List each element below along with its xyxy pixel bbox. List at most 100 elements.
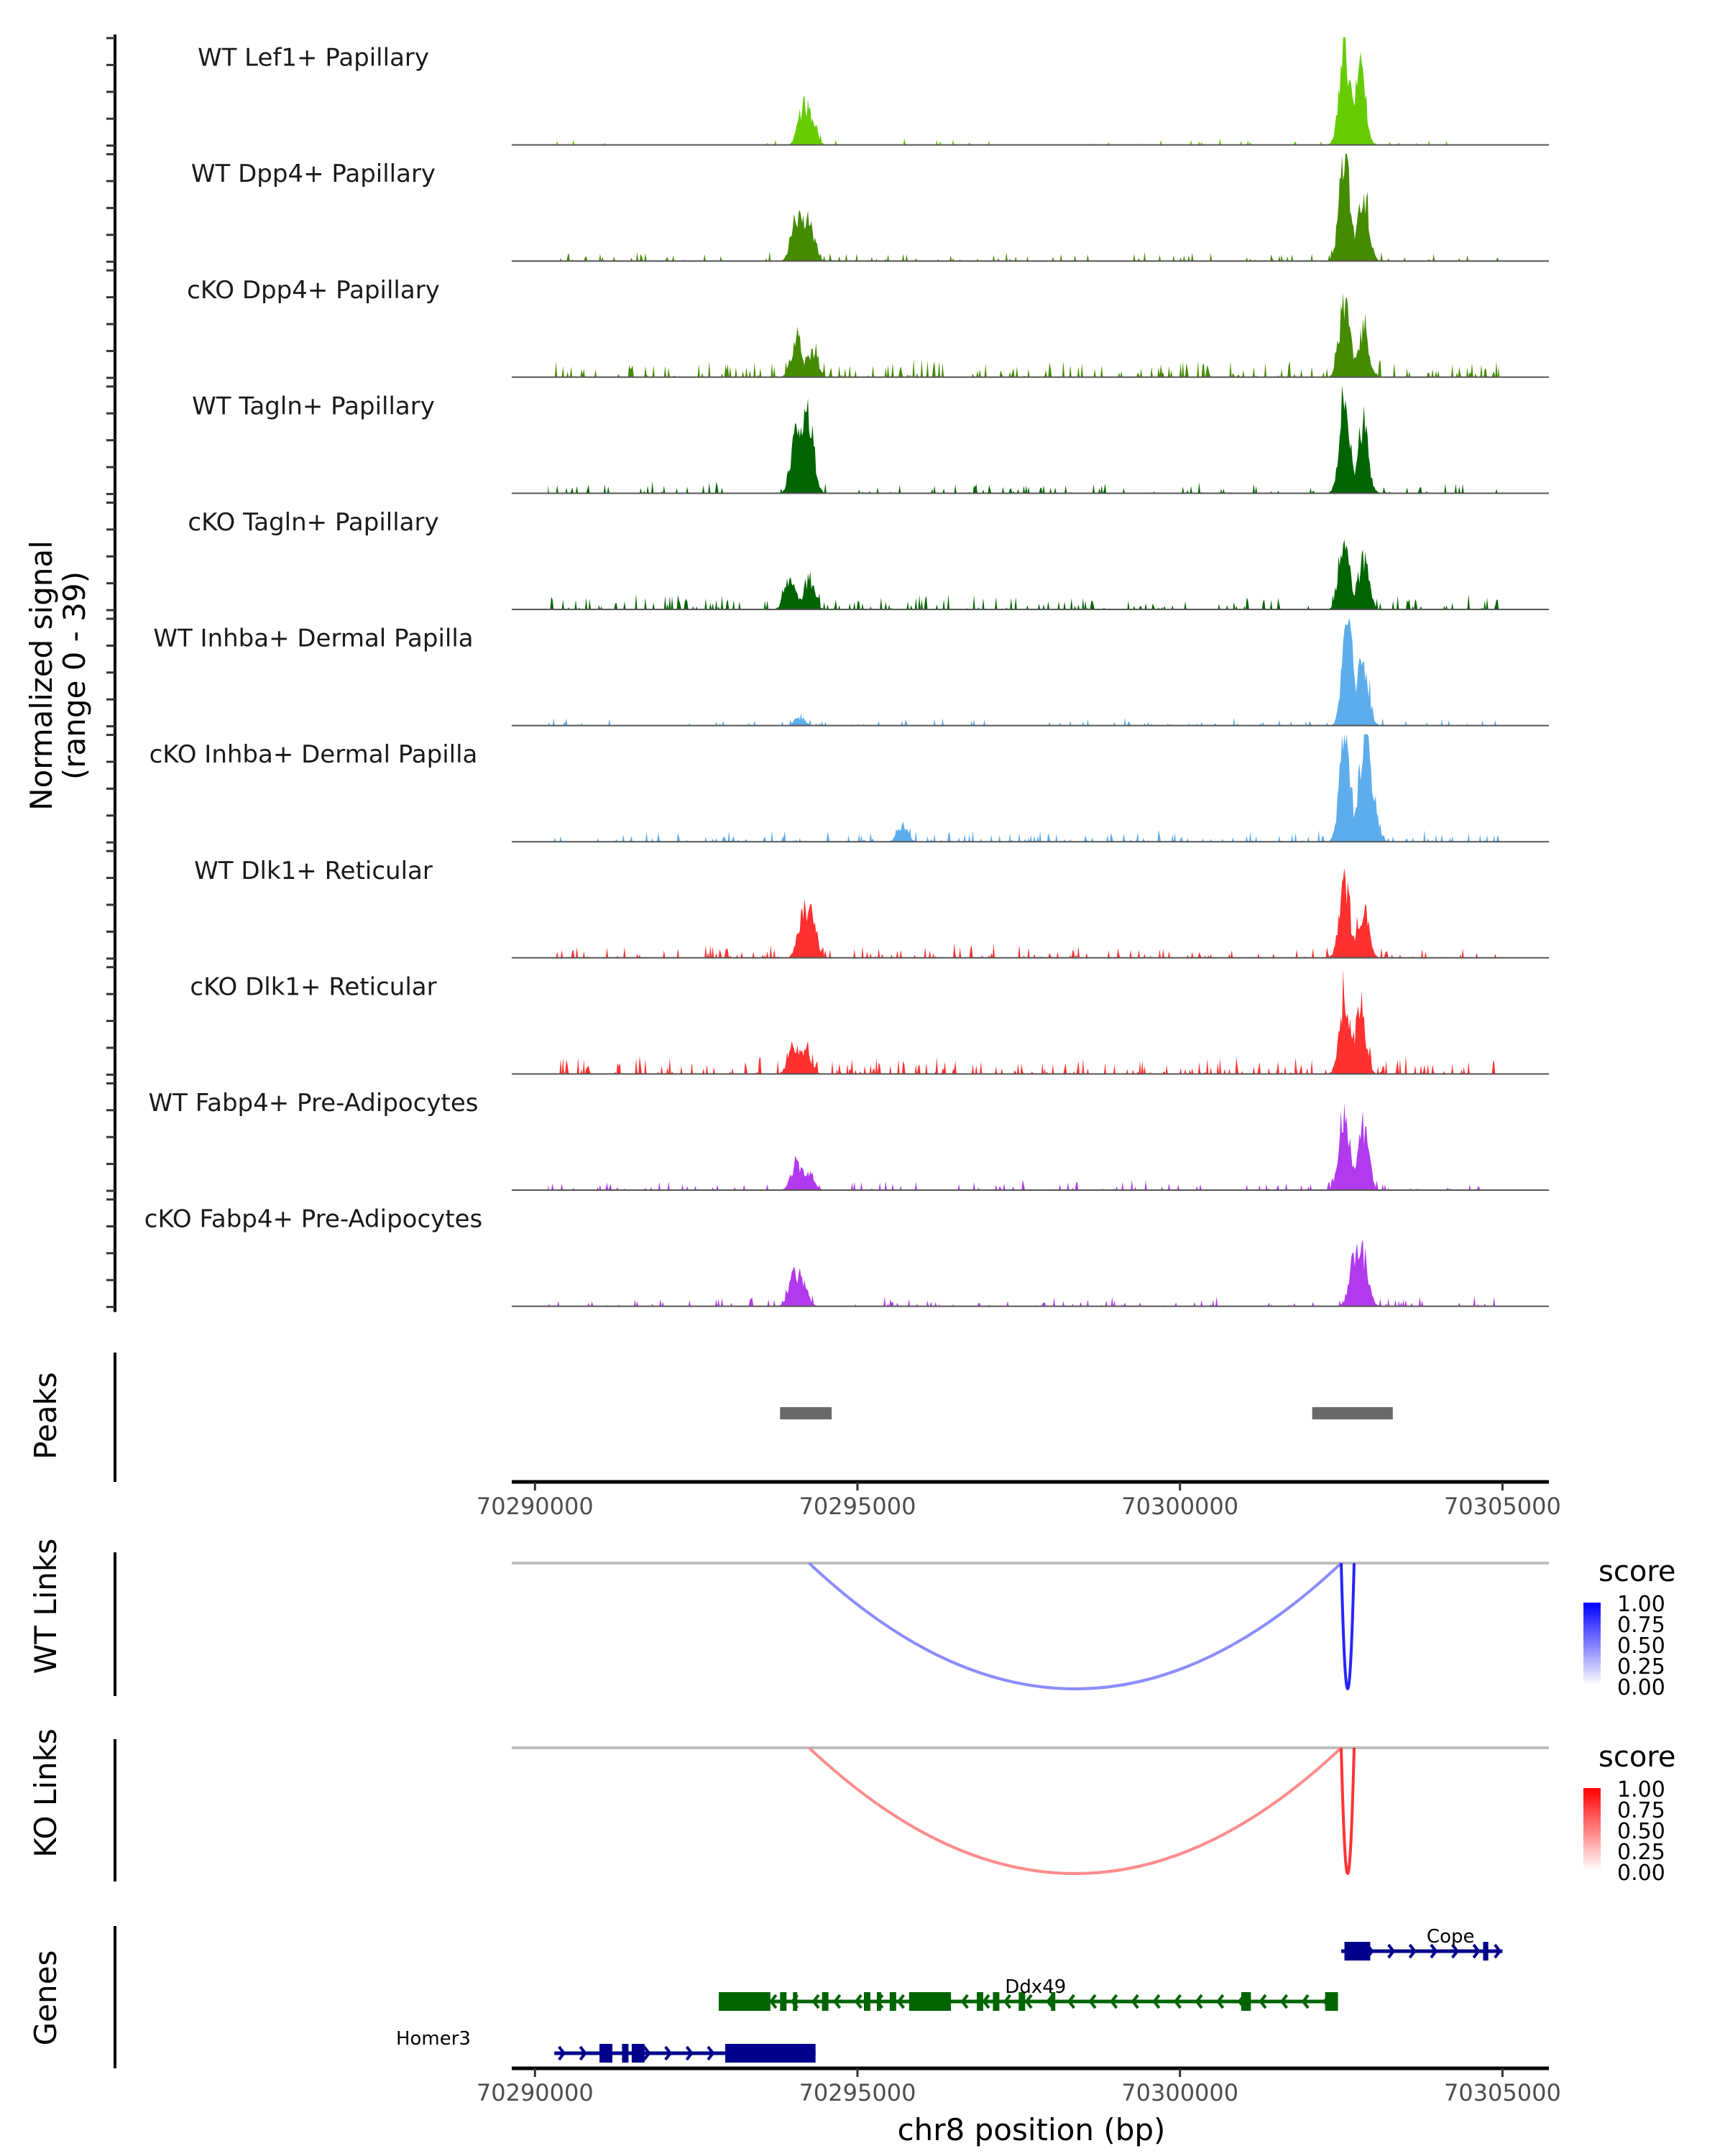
peaks-track-label: Peaks bbox=[28, 1372, 63, 1460]
gene-exon bbox=[876, 1992, 881, 2011]
gene-exon bbox=[1483, 1942, 1489, 1961]
coverage-tracks: WT Lef1+ Papillary WT Dpp4+ Papillary cKO … bbox=[144, 37, 1549, 1307]
x-tick-label: 70290000 bbox=[477, 2079, 594, 2106]
strand-arrow-left-icon bbox=[982, 1994, 990, 2009]
strand-arrow-right-icon bbox=[1494, 1943, 1502, 1959]
gene-exon bbox=[863, 1992, 870, 2011]
legend-tick-label: 1.00 bbox=[1617, 1592, 1665, 1617]
strand-arrow-left-icon bbox=[1173, 1994, 1182, 2009]
gene-exon bbox=[780, 1992, 787, 2011]
ko-links-track-label: KO Links bbox=[28, 1728, 63, 1858]
gene-name-label: Homer3 bbox=[396, 2028, 471, 2050]
gene-name-label: Cope bbox=[1427, 1926, 1475, 1948]
x-tick-label: 70290000 bbox=[477, 1493, 594, 1520]
coverage-track-label: cKO Tagln+ Papillary bbox=[188, 508, 438, 537]
strand-arrow-left-icon bbox=[1279, 1994, 1289, 2009]
coverage-track-label: WT Lef1+ Papillary bbox=[198, 44, 429, 73]
legend-tick-label: 0.75 bbox=[1617, 1613, 1665, 1638]
coverage-area bbox=[548, 867, 1499, 958]
legend-tick-label: 0.50 bbox=[1617, 1819, 1665, 1844]
peak-region bbox=[1312, 1407, 1393, 1419]
gene-exon bbox=[622, 2044, 629, 2063]
ylabel-line2: (range 0 - 39) bbox=[57, 571, 92, 780]
strand-arrow-left-icon bbox=[1110, 1994, 1118, 2009]
gene-exon bbox=[1241, 1992, 1251, 2011]
strand-arrow-right-icon bbox=[1430, 1943, 1438, 1959]
ko-links-track bbox=[512, 1746, 1549, 1875]
gene-exon bbox=[1018, 1992, 1026, 2011]
legend-colorbar bbox=[1583, 1788, 1601, 1871]
coverage-area bbox=[548, 37, 1499, 145]
coverage-area bbox=[548, 385, 1499, 494]
legend-tick-label: 0.25 bbox=[1617, 1840, 1665, 1865]
strand-arrow-right-icon bbox=[664, 2045, 673, 2061]
coverage-y-axis bbox=[106, 34, 116, 1312]
coverage-track-label: WT Dlk1+ Reticular bbox=[194, 857, 433, 885]
gene-exon bbox=[719, 1992, 770, 2011]
legend-tick-label: 0.75 bbox=[1617, 1798, 1665, 1823]
wt-links-track bbox=[512, 1562, 1549, 1690]
peaks-track bbox=[780, 1407, 1393, 1419]
legend-tick-label: 1.00 bbox=[1617, 1777, 1665, 1802]
strand-arrow-right-icon bbox=[707, 2045, 715, 2061]
gene-exon bbox=[977, 1992, 983, 2011]
ylabel-line1: Normalized signal bbox=[24, 540, 59, 811]
strand-arrow-left-icon bbox=[1216, 1994, 1225, 2009]
gene-exon bbox=[822, 1992, 829, 2011]
strand-arrow-right-icon bbox=[1472, 1943, 1481, 1959]
strand-arrow-left-icon bbox=[833, 1994, 842, 2009]
legend-tick-label: 0.00 bbox=[1617, 1675, 1665, 1700]
strand-arrow-left-icon bbox=[1259, 1994, 1267, 2009]
link-arc bbox=[1340, 1747, 1356, 1875]
ko-score-legend: score 1.000.750.500.250.00 bbox=[1583, 1741, 1675, 1886]
coverage-area bbox=[548, 1103, 1499, 1190]
strand-arrow-left-icon bbox=[1067, 1994, 1075, 2009]
strand-arrow-right-icon bbox=[685, 2045, 694, 2061]
coverage-area bbox=[548, 969, 1499, 1074]
x-axis-genes: 70290000 70295000 70300000 70305000 bbox=[477, 2066, 1561, 2106]
strand-arrow-left-icon bbox=[896, 1994, 906, 2009]
coverage-track-label: cKO Inhba+ Dermal Papilla bbox=[150, 740, 478, 769]
coverage-area bbox=[548, 292, 1499, 377]
strand-arrow-right-icon bbox=[1408, 1943, 1417, 1959]
link-arc bbox=[808, 1746, 1343, 1875]
gene-cope: Cope bbox=[1341, 1926, 1503, 1961]
coverage-track-label: cKO Fabp4+ Pre-Adipocytes bbox=[144, 1205, 483, 1234]
wt-links-track-label: WT Links bbox=[28, 1539, 63, 1674]
genes-track: Cope Ddx49 Homer3 bbox=[396, 1926, 1503, 2063]
coverage-track-label: WT Tagln+ Papillary bbox=[192, 392, 435, 420]
x-tick-label: 70300000 bbox=[1121, 1493, 1238, 1520]
strand-arrow-left-icon bbox=[1003, 1994, 1012, 2009]
strand-arrow-left-icon bbox=[1088, 1994, 1097, 2009]
strand-arrow-left-icon bbox=[854, 1994, 862, 2009]
gene-exon bbox=[1051, 1992, 1056, 2011]
strand-arrow-left-icon bbox=[1195, 1994, 1203, 2009]
strand-arrow-right-icon bbox=[1450, 1943, 1460, 1959]
peak-region bbox=[780, 1407, 832, 1419]
coverage-track-label: WT Fabp4+ Pre-Adipocytes bbox=[149, 1089, 479, 1118]
strand-arrow-left-icon bbox=[1131, 1994, 1139, 2009]
x-tick-label: 70305000 bbox=[1444, 1493, 1561, 1520]
strand-arrow-right-icon bbox=[643, 2045, 651, 2061]
gene-exon bbox=[793, 1992, 798, 2011]
gene-exon bbox=[725, 2044, 816, 2063]
legend-tick-label: 0.00 bbox=[1617, 1861, 1665, 1886]
gene-exon bbox=[1325, 1992, 1338, 2011]
coverage-area bbox=[548, 153, 1499, 262]
legend-tick-label: 0.25 bbox=[1617, 1654, 1665, 1680]
x-tick-label: 70300000 bbox=[1121, 2079, 1238, 2106]
legend-title: score bbox=[1598, 1555, 1675, 1588]
x-axis-title: chr8 position (bp) bbox=[898, 2112, 1166, 2147]
strand-arrow-right-icon bbox=[1387, 1943, 1396, 1959]
coverage-area bbox=[548, 1239, 1499, 1307]
gene-exon bbox=[889, 1992, 896, 2011]
gene-exon bbox=[908, 1992, 952, 2011]
gene-exon bbox=[993, 1992, 1000, 2011]
gene-name-label: Ddx49 bbox=[1005, 1976, 1066, 1998]
legend-title: score bbox=[1598, 1741, 1675, 1774]
coverage-area bbox=[548, 618, 1499, 726]
x-tick-label: 70295000 bbox=[799, 2079, 916, 2106]
strand-arrow-left-icon bbox=[769, 1994, 778, 2009]
genes-track-label: Genes bbox=[28, 1950, 63, 2046]
gene-ddx49: Ddx49 bbox=[719, 1976, 1338, 2011]
